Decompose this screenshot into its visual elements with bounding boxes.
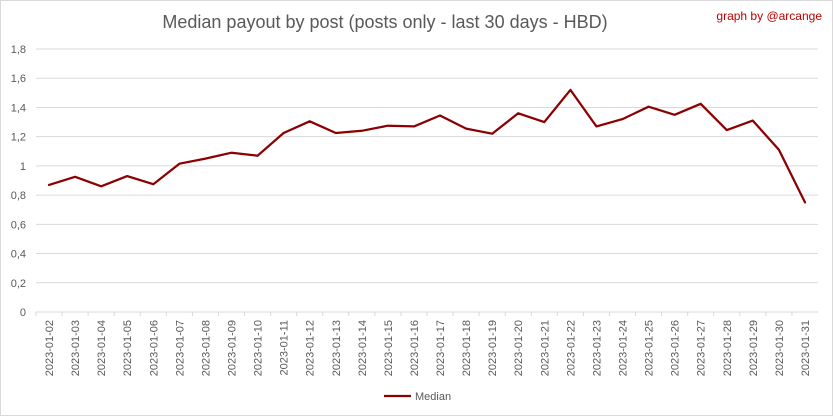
x-tick-label: 2023-01-06 bbox=[148, 320, 160, 376]
grid-lines bbox=[36, 48, 818, 313]
x-tick-label: 2023-01-07 bbox=[174, 320, 186, 376]
x-tick-label: 2023-01-17 bbox=[435, 320, 447, 376]
x-tick-label: 2023-01-14 bbox=[357, 320, 369, 376]
x-tick-label: 2023-01-21 bbox=[539, 320, 551, 376]
y-tick-label: 1,8 bbox=[11, 44, 26, 56]
x-tick-label: 2023-01-05 bbox=[122, 320, 134, 376]
x-tick-label: 2023-01-09 bbox=[227, 320, 239, 376]
series-layer bbox=[47, 88, 807, 204]
x-axis-ticks: 2023-01-02 2023-01-03 2023-01-04 2023-01-05… bbox=[35, 312, 812, 376]
x-tick-label: 2023-01-24 bbox=[618, 320, 630, 376]
y-tick-label: 1,2 bbox=[11, 132, 26, 144]
x-tick-label: 2023-01-26 bbox=[670, 320, 682, 376]
series-line-median bbox=[47, 88, 807, 204]
y-tick-label: 1,6 bbox=[11, 73, 26, 85]
x-tick-label: 2023-01-16 bbox=[409, 320, 421, 376]
legend: Median bbox=[384, 391, 451, 403]
y-tick-label: 1,4 bbox=[11, 102, 26, 114]
x-tick-label: 2023-01-19 bbox=[487, 320, 499, 376]
x-tick-label: 2023-01-31 bbox=[800, 320, 812, 376]
x-tick-label: 2023-01-29 bbox=[748, 320, 760, 376]
x-tick-label: 2023-01-12 bbox=[305, 320, 317, 376]
y-tick-label: 0,4 bbox=[11, 249, 26, 261]
x-tick-label: 2023-01-22 bbox=[565, 320, 577, 376]
x-tick-label: 2023-01-15 bbox=[383, 320, 395, 376]
y-tick-label: 1 bbox=[20, 161, 26, 173]
x-tick-label: 2023-01-02 bbox=[44, 320, 56, 376]
y-tick-label: 0 bbox=[20, 307, 26, 319]
chart-credit: graph by @arcange bbox=[716, 9, 822, 23]
x-tick-label: 2023-01-03 bbox=[70, 320, 82, 376]
chart-title: Median payout by post (posts only - last… bbox=[162, 12, 607, 32]
x-tick-label: 2023-01-13 bbox=[331, 320, 343, 376]
x-tick-label: 2023-01-08 bbox=[200, 320, 212, 376]
y-tick-label: 0,2 bbox=[11, 278, 26, 290]
x-tick-label: 2023-01-23 bbox=[591, 320, 603, 376]
x-tick-label: 2023-01-04 bbox=[96, 320, 108, 376]
x-tick-label: 2023-01-28 bbox=[722, 320, 734, 376]
x-tick-label: 2023-01-18 bbox=[461, 320, 473, 376]
x-tick-label: 2023-01-25 bbox=[644, 320, 656, 376]
x-tick-label: 2023-01-10 bbox=[253, 320, 265, 376]
y-tick-label: 0,8 bbox=[11, 190, 26, 202]
legend-label-median: Median bbox=[415, 391, 451, 403]
y-tick-label: 0,6 bbox=[11, 219, 26, 231]
x-tick-label: 2023-01-11 bbox=[279, 320, 291, 375]
x-tick-label: 2023-01-20 bbox=[513, 320, 525, 376]
y-axis-ticks: 0 0,2 0,4 0,6 0,8 1 1,2 1,4 1,6 1,8 bbox=[11, 44, 26, 319]
x-tick-label: 2023-01-27 bbox=[696, 320, 708, 376]
x-tick-label: 2023-01-30 bbox=[774, 320, 786, 376]
